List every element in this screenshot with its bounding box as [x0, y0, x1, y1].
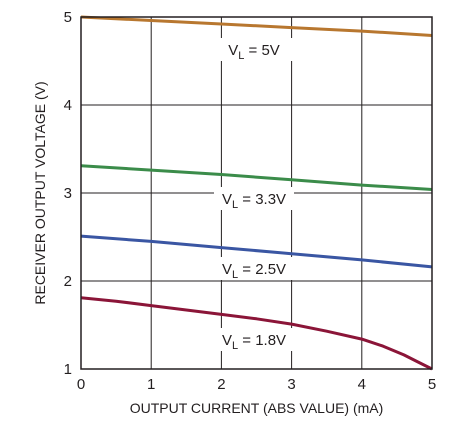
x-tick-label: 1 [147, 376, 155, 393]
series-label: VL = 1.8V [222, 332, 286, 352]
y-tick-label: 1 [64, 361, 72, 378]
x-tick-label: 2 [217, 376, 225, 393]
y-tick-label: 5 [64, 9, 72, 26]
x-tick-label: 5 [428, 376, 436, 393]
y-tick-label: 2 [64, 273, 72, 290]
series-label-background [214, 257, 294, 280]
y-axis-title: RECEIVER OUTPUT VOLTAGE (V) [32, 81, 48, 304]
x-tick-label: 0 [77, 376, 85, 393]
series-group [80, 15, 433, 371]
series-line [80, 234, 433, 269]
series-label-background [214, 187, 294, 210]
series-label: VL = 2.5V [222, 261, 286, 281]
series-line [80, 164, 433, 191]
series-labels: VL = 5V VL = 3.3V VL = 2.5V VL = 1.8V [214, 38, 294, 352]
series-line [80, 296, 433, 371]
y-tick-label: 4 [64, 97, 72, 114]
series-line [80, 15, 433, 37]
x-tick-label: 4 [358, 376, 366, 393]
x-axis-title: OUTPUT CURRENT (ABS VALUE) (mA) [130, 400, 384, 416]
series-label-background [214, 38, 294, 61]
series-label-background [214, 328, 294, 351]
series-label: VL = 3.3V [222, 191, 286, 211]
y-tick-label: 3 [64, 185, 72, 202]
x-tick-label: 3 [287, 376, 295, 393]
series-label: VL = 5V [228, 42, 280, 62]
plot-frame [80, 16, 433, 370]
